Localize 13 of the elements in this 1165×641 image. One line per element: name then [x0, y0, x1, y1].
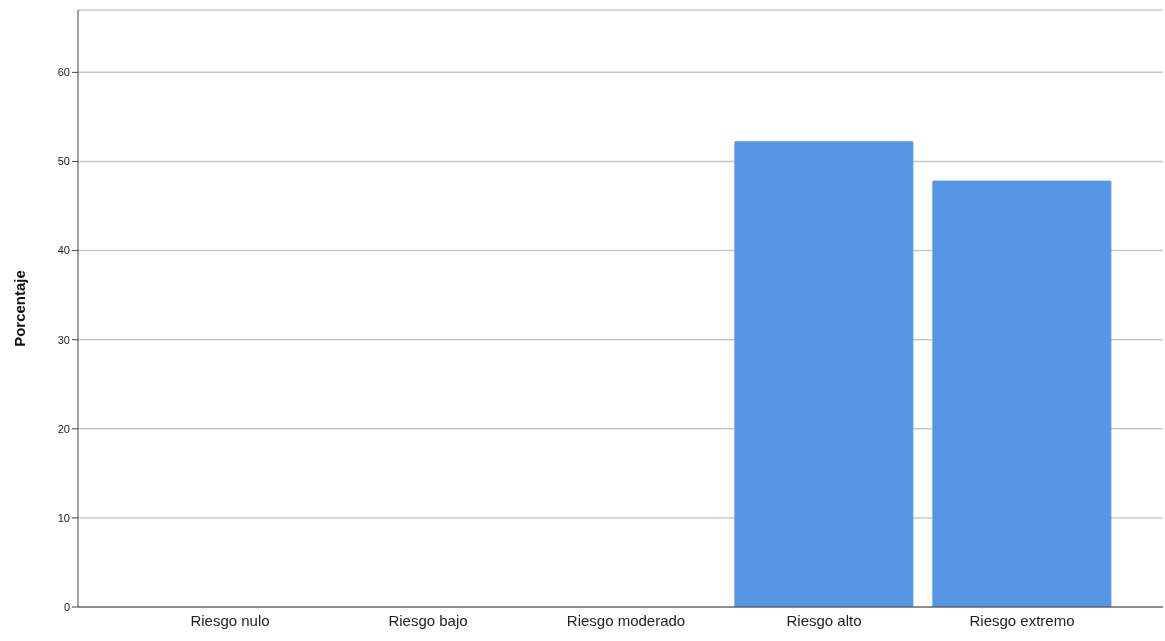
x-tick-label: Riesgo bajo: [388, 611, 468, 629]
y-axis-title: Porcentaje: [11, 270, 29, 347]
x-tick-label: Riesgo moderado: [566, 611, 686, 629]
y-tick-label: 60: [57, 66, 70, 79]
y-tick-label: 10: [57, 511, 70, 524]
y-tick-label: 40: [57, 244, 70, 257]
y-tick-label: 0: [63, 600, 70, 613]
y-tick-label: 50: [57, 155, 70, 168]
y-tick-label: 30: [57, 333, 70, 346]
x-tick-label: Riesgo alto: [786, 611, 862, 629]
y-tick-label: 20: [57, 422, 70, 435]
x-tick-label: Riesgo extremo: [969, 611, 1075, 629]
x-tick-label: Riesgo nulo: [190, 611, 270, 629]
